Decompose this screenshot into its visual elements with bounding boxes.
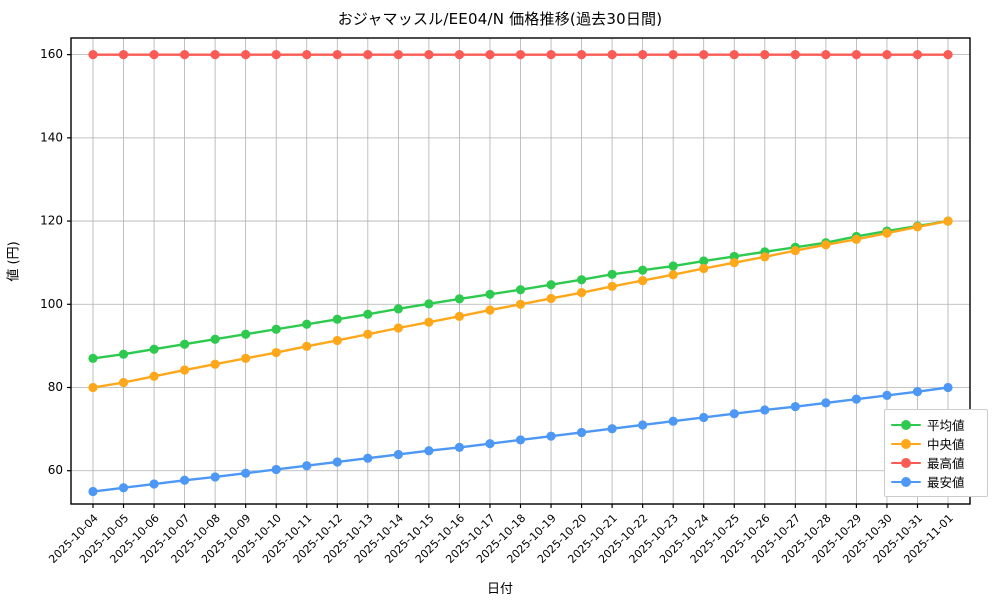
legend-marker-icon-3 [891,475,921,489]
y-tick-label: 80 [48,380,63,394]
legend-label-1: 中央値 [927,437,965,452]
legend-dot-2 [901,457,911,468]
legend-item-2[interactable]: 最高値 [891,453,981,472]
legend-item-0[interactable]: 平均値 [891,415,981,434]
y-tick-label: 160 [40,47,63,61]
chart-legend: 平均値 中央値 最高値 最安値 [884,409,988,497]
legend-dot-3 [901,476,911,487]
legend-dot-0 [901,419,911,430]
legend-label-0: 平均値 [927,418,965,433]
chart-title: おジャマッスル/EE04/N 価格推移(過去30日間) [337,10,663,28]
legend-item-1[interactable]: 中央値 [891,434,981,453]
legend-marker-icon-0 [891,418,921,432]
y-tick-label: 120 [40,214,63,228]
x-axis-label: 日付 [486,582,513,597]
legend-item-3[interactable]: 最安値 [891,472,981,491]
y-tick-label: 140 [40,130,63,144]
legend-marker-icon-1 [891,437,921,451]
y-tick-label: 60 [48,463,63,477]
legend-dot-1 [901,438,911,449]
legend-marker-icon-2 [891,456,921,470]
legend-label-3: 最安値 [927,475,965,490]
y-tick-label: 100 [40,297,63,311]
legend-label-2: 最高値 [927,456,965,471]
